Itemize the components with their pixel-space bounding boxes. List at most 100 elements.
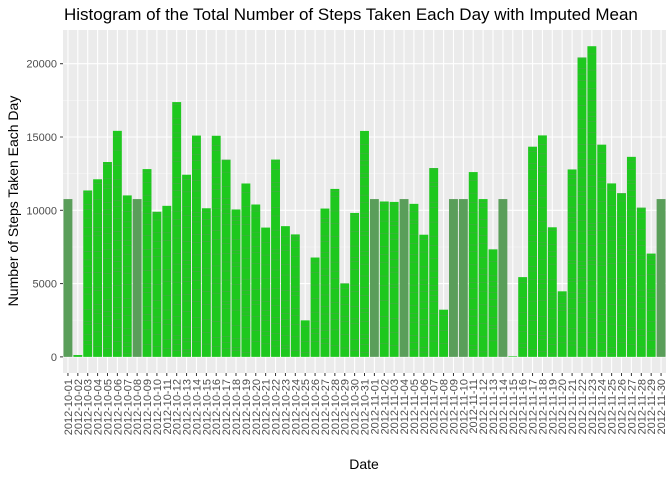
- x-tick-label: 2012-11-04: [399, 379, 411, 434]
- bar-body: [607, 183, 617, 357]
- x-tick-label: 2012-10-10: [152, 379, 164, 435]
- y-tick-label: 15000: [26, 132, 57, 144]
- bar: [518, 277, 528, 357]
- x-tick-label: 2012-11-25: [607, 379, 619, 434]
- x-tick-label: 2012-10-09: [142, 379, 154, 435]
- bar: [340, 283, 350, 357]
- bar-body: [488, 249, 498, 357]
- bar: [330, 188, 340, 357]
- x-tick-label: 2012-10-28: [330, 379, 342, 435]
- bar-body: [360, 130, 369, 357]
- bar-body: [626, 156, 636, 357]
- bar-body: [241, 183, 251, 357]
- bar: [182, 174, 192, 357]
- bar-body: [656, 199, 666, 357]
- bar: [528, 146, 537, 357]
- x-tick-label: 2012-11-29: [646, 379, 658, 434]
- x-tick-label: 2012-10-16: [211, 379, 223, 435]
- bar: [429, 168, 439, 357]
- bar: [221, 159, 231, 357]
- x-tick-label: 2012-11-21: [567, 379, 579, 434]
- bar: [399, 199, 409, 357]
- bar: [162, 205, 172, 357]
- bar-body: [290, 234, 300, 357]
- bar-body: [478, 199, 488, 357]
- bar: [468, 172, 478, 357]
- bars-group: [63, 46, 666, 357]
- y-tick-label: 10000: [26, 205, 57, 217]
- bar: [350, 212, 360, 357]
- bar: [360, 130, 369, 357]
- x-tick-label: 2012-11-24: [597, 379, 609, 434]
- x-tick-label: 2012-11-26: [617, 379, 629, 434]
- bar: [300, 320, 310, 357]
- x-tick-label: 2012-10-06: [112, 379, 124, 435]
- bar-body: [112, 130, 122, 357]
- x-tick-label: 2012-10-21: [261, 379, 273, 435]
- x-tick-label: 2012-11-07: [429, 379, 441, 434]
- x-tick-label: 2012-11-03: [389, 379, 401, 434]
- x-tick-label: 2012-10-19: [241, 379, 253, 435]
- bar: [251, 204, 261, 357]
- bar-body: [172, 102, 182, 357]
- bar: [152, 211, 162, 357]
- x-tick-label: 2012-10-30: [350, 379, 362, 435]
- bar-body: [389, 201, 399, 357]
- bar: [626, 156, 636, 357]
- bar: [419, 234, 429, 357]
- x-tick-label: 2012-10-15: [201, 379, 213, 435]
- bar-body: [597, 144, 607, 357]
- bar-body: [132, 199, 142, 357]
- bar-body: [449, 199, 458, 357]
- bar-body: [379, 201, 389, 357]
- x-tick-label: 2012-10-07: [122, 379, 134, 435]
- x-tick-label: 2012-10-22: [271, 379, 283, 435]
- bar-body: [103, 162, 112, 357]
- bar-body: [310, 257, 320, 357]
- x-tick-label: 2012-10-14: [191, 379, 203, 435]
- bar-body: [429, 168, 439, 357]
- bar-body: [83, 190, 93, 357]
- x-tick-label: 2012-11-14: [498, 379, 510, 434]
- bar-body: [528, 146, 537, 357]
- x-tick-label: 2012-10-02: [73, 379, 85, 435]
- y-tick-label: 20000: [26, 59, 57, 71]
- bar: [211, 135, 221, 357]
- bar: [310, 257, 320, 357]
- bar: [498, 199, 508, 357]
- bar: [241, 183, 251, 357]
- bar-body: [330, 188, 340, 357]
- bar: [93, 179, 103, 357]
- y-tick-label: 5000: [33, 279, 57, 291]
- x-tick-label: 2012-10-23: [280, 379, 292, 435]
- x-axis: 2012-10-012012-10-022012-10-032012-10-04…: [63, 373, 668, 435]
- bar: [63, 199, 73, 357]
- bar: [567, 169, 577, 357]
- x-tick-label: 2012-10-31: [360, 379, 372, 435]
- x-tick-label: 2012-10-03: [83, 379, 95, 435]
- bar-body: [498, 199, 508, 357]
- bar-body: [93, 179, 103, 357]
- x-tick-label: 2012-10-24: [290, 379, 302, 435]
- x-tick-label: 2012-10-20: [251, 379, 263, 435]
- bar-body: [340, 283, 350, 357]
- bar: [389, 201, 399, 357]
- bar: [458, 199, 468, 357]
- bar: [192, 135, 201, 357]
- x-tick-label: 2012-11-27: [626, 379, 638, 434]
- bar: [557, 291, 567, 357]
- x-tick-label: 2012-11-22: [577, 379, 589, 434]
- bar: [439, 309, 449, 357]
- y-tick-label: 0: [51, 352, 57, 364]
- x-tick-label: 2012-11-05: [409, 379, 421, 434]
- bar: [587, 46, 597, 357]
- bar-body: [261, 227, 271, 357]
- bar-body: [409, 203, 419, 357]
- bar-body: [518, 277, 528, 357]
- x-tick-label: 2012-10-01: [63, 379, 75, 435]
- bar: [280, 226, 290, 357]
- bar-body: [557, 291, 567, 357]
- bar-body: [369, 199, 379, 357]
- bar: [656, 199, 666, 357]
